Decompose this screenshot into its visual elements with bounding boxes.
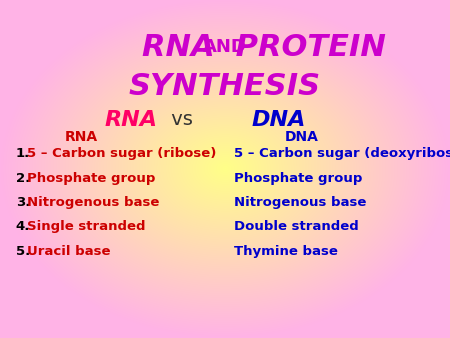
Text: RNA: RNA [64,130,98,144]
Text: RNA: RNA [104,110,158,130]
Text: Nitrogenous base: Nitrogenous base [27,196,159,209]
Text: 4.: 4. [16,220,30,233]
Text: 2.: 2. [16,172,30,185]
Text: DNA: DNA [284,130,319,144]
Text: Phosphate group: Phosphate group [27,172,155,185]
Text: Double stranded: Double stranded [234,220,359,233]
Text: Uracil base: Uracil base [27,245,111,258]
Text: DNA: DNA [252,110,306,130]
Text: SYNTHESIS: SYNTHESIS [129,72,321,101]
Text: 5 – Carbon sugar (ribose): 5 – Carbon sugar (ribose) [27,147,216,160]
Text: vs: vs [165,111,199,129]
Text: Nitrogenous base: Nitrogenous base [234,196,366,209]
Text: 5 – Carbon sugar (deoxyribose): 5 – Carbon sugar (deoxyribose) [234,147,450,160]
Text: RNA: RNA [142,33,225,62]
Text: 1.: 1. [16,147,30,160]
Text: 3.: 3. [16,196,30,209]
Text: Single stranded: Single stranded [27,220,145,233]
Text: PROTEIN: PROTEIN [225,33,386,62]
Text: Thymine base: Thymine base [234,245,338,258]
Text: 5.: 5. [16,245,30,258]
Text: Phosphate group: Phosphate group [234,172,362,185]
Text: AND: AND [203,38,247,56]
